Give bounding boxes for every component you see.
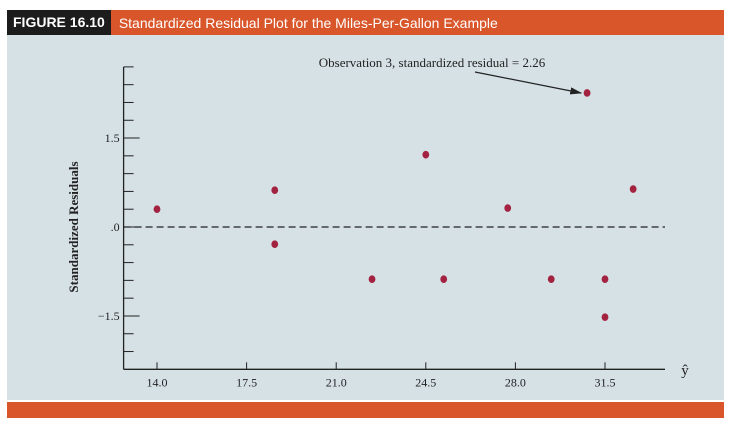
data-point bbox=[271, 240, 279, 248]
figure-label: FIGURE 16.10 bbox=[7, 10, 111, 35]
data-point bbox=[583, 89, 591, 97]
data-point bbox=[629, 185, 637, 193]
x-tick-label: 21.0 bbox=[326, 375, 347, 389]
data-point bbox=[440, 275, 448, 283]
figure-header: FIGURE 16.10 Standardized Residual Plot … bbox=[7, 10, 724, 35]
data-point bbox=[547, 275, 555, 283]
data-point bbox=[504, 204, 512, 212]
annotation-label: Observation 3, standardized residual = 2… bbox=[319, 55, 546, 70]
chart-panel bbox=[7, 35, 724, 400]
footer-bar bbox=[7, 402, 724, 418]
data-point bbox=[601, 275, 609, 283]
data-point bbox=[601, 313, 609, 321]
x-tick-label: 31.5 bbox=[595, 375, 616, 389]
x-tick-label: 17.5 bbox=[236, 375, 257, 389]
y-tick-label: −1.5 bbox=[98, 309, 120, 323]
x-tick-label: 24.5 bbox=[415, 375, 436, 389]
data-point bbox=[153, 205, 161, 214]
data-point bbox=[422, 150, 430, 159]
figure-title: Standardized Residual Plot for the Miles… bbox=[118, 14, 498, 31]
y-tick-label: .0 bbox=[111, 220, 120, 234]
x-axis-label: ŷ bbox=[681, 363, 689, 379]
data-point bbox=[368, 275, 376, 283]
x-tick-label: 14.0 bbox=[147, 375, 168, 389]
annotation-arrow bbox=[474, 71, 583, 95]
y-axis-label: Standardized Residuals bbox=[66, 161, 81, 292]
data-point bbox=[271, 186, 279, 195]
y-tick-label: 1.5 bbox=[105, 131, 120, 145]
x-tick-label: 28.0 bbox=[505, 375, 526, 389]
